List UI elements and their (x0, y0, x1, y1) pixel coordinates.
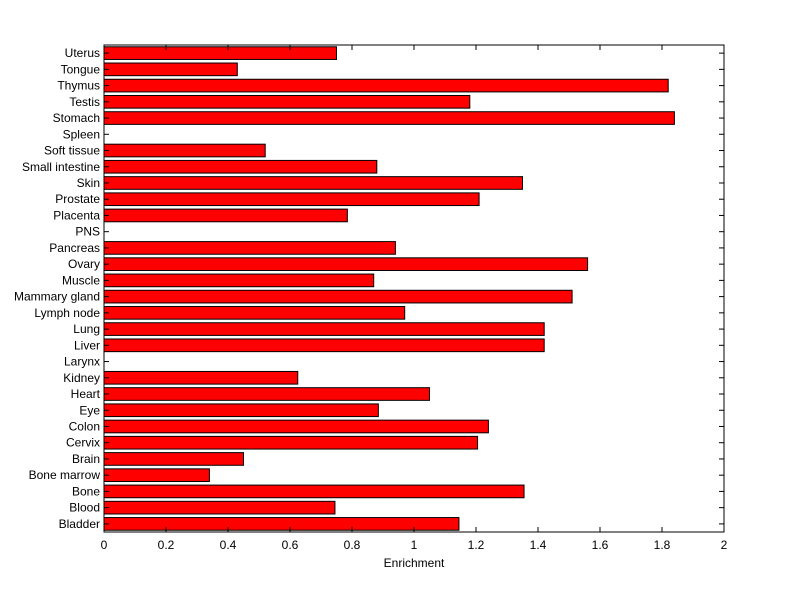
y-tick-label: Thymus (57, 79, 100, 93)
bar-testis (103, 94, 471, 109)
bar-uterus (103, 46, 337, 60)
x-tick-label: 1.8 (654, 538, 671, 552)
y-tick-label: Tongue (61, 62, 101, 76)
y-tick-label: Bone (72, 484, 100, 498)
x-tick-label: 0.8 (344, 538, 361, 552)
y-tick-label: Heart (71, 387, 101, 401)
bar-tongue (103, 62, 238, 77)
bar-ovary (103, 257, 589, 271)
y-tick-label: Lung (73, 322, 100, 336)
bar-prostate (103, 192, 480, 207)
x-tick-label: 1.2 (468, 538, 485, 552)
bar-cervix (103, 435, 479, 450)
bar-bone (103, 484, 525, 499)
bar-colon (103, 419, 489, 434)
bar-stomach (103, 111, 675, 125)
y-tick-label: Liver (74, 338, 100, 352)
y-tick-label: Spleen (63, 127, 100, 141)
y-tick-label: Bone marrow (29, 468, 101, 482)
bar-lymph-node (103, 306, 406, 320)
x-tick-label: 0.2 (158, 538, 175, 552)
bar-skin (103, 176, 523, 190)
bar-lung (103, 322, 545, 336)
y-tick-label: Eye (79, 403, 100, 417)
bar-heart (103, 387, 430, 401)
bar-thymus (103, 78, 669, 93)
y-tick-label: Colon (69, 419, 100, 433)
bar-brain (103, 452, 244, 466)
y-tick-label: Brain (72, 452, 100, 466)
y-tick-label: Uterus (65, 46, 100, 60)
y-tick-label: Mammary gland (14, 290, 100, 304)
y-tick-label: Cervix (66, 436, 100, 450)
x-tick-label: 0.4 (220, 538, 237, 552)
bar-mammary-gland (103, 289, 573, 304)
y-tick-label: Placenta (53, 208, 100, 222)
bar-kidney (103, 370, 299, 385)
y-tick-label: Skin (77, 176, 100, 190)
y-tick-label: Small intestine (22, 160, 100, 174)
bar-bladder (103, 517, 460, 531)
y-tick-label: Bladder (59, 517, 100, 531)
x-axis-label: Enrichment (384, 556, 445, 570)
x-tick-label: 0 (101, 538, 108, 552)
y-tick-label: Lymph node (34, 306, 100, 320)
bar-blood (103, 500, 336, 515)
bar-eye (103, 403, 379, 418)
y-tick-label: Muscle (62, 273, 100, 287)
y-tick-label: Larynx (64, 355, 100, 369)
y-tick-label: Kidney (63, 371, 100, 385)
y-tick-label: Testis (69, 95, 100, 109)
y-tick-label: Stomach (53, 111, 100, 125)
bar-liver (103, 338, 545, 353)
bar-small-intestine (103, 159, 378, 174)
x-tick-label: 2 (721, 538, 728, 552)
y-tick-label: Prostate (55, 192, 100, 206)
bar-placenta (103, 208, 348, 223)
bar-pancreas (103, 241, 396, 255)
y-tick-label: Soft tissue (44, 144, 100, 158)
x-tick-label: 1.6 (592, 538, 609, 552)
x-tick-label: 1 (411, 538, 418, 552)
y-tick-label: Blood (69, 501, 100, 515)
bar-muscle (103, 273, 375, 288)
bar-soft-tissue (103, 143, 266, 158)
x-tick-label: 1.4 (530, 538, 547, 552)
y-tick-label: PNS (75, 225, 100, 239)
bar-bone-marrow (103, 468, 210, 483)
y-tick-label: Ovary (68, 257, 100, 271)
x-tick-label: 0.6 (282, 538, 299, 552)
y-tick-label: Pancreas (49, 241, 100, 255)
